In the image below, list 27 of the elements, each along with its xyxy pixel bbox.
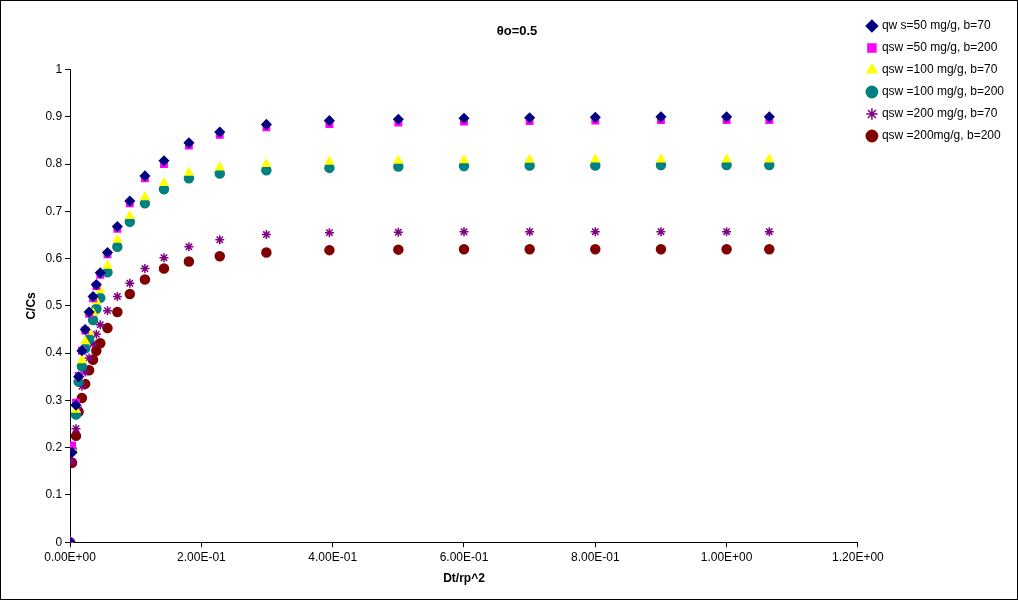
x-tick-label: 2.00E-01 <box>177 549 227 564</box>
legend-label: qsw =100 mg/g, b=200 <box>881 84 1005 99</box>
x-axis-title: Dt/rp^2 <box>443 571 486 586</box>
x-tick-label: 4.00E-01 <box>308 549 358 564</box>
y-tick-label: 0.2 <box>45 439 63 454</box>
x-tick-label: 1.20E+00 <box>832 549 885 564</box>
legend-label: qsw =100 mg/g, b=70 <box>881 62 998 77</box>
y-axis-title: C/Cs <box>23 291 38 320</box>
x-tick-label: 1.00E+00 <box>700 549 753 564</box>
x-tick-label: 0.00E+00 <box>44 549 97 564</box>
y-tick-label: 1 <box>55 61 63 76</box>
y-tick-label: 0.6 <box>45 250 63 265</box>
y-tick-label: 0.8 <box>45 156 63 171</box>
y-tick-label: 0.9 <box>45 109 63 124</box>
y-tick-label: 0.7 <box>45 203 63 218</box>
legend-label: qsw =200mg/g, b=200 <box>881 128 1001 143</box>
legend-label: qsw =200 mg/g, b=70 <box>881 106 998 121</box>
x-tick-label: 6.00E-01 <box>439 549 489 564</box>
chart-title: θo=0.5 <box>496 23 538 39</box>
y-tick-label: 0.4 <box>45 345 63 360</box>
x-tick-label: 8.00E-01 <box>570 549 620 564</box>
y-tick-label: 0.3 <box>45 392 63 407</box>
legend-label: qsw =50 mg/g, b=200 <box>881 40 998 55</box>
y-tick-label: 0 <box>55 534 63 549</box>
y-tick-label: 0.1 <box>45 487 63 502</box>
y-tick-label: 0.5 <box>45 298 63 313</box>
legend-label: qw s=50 mg/g, b=70 <box>881 18 991 33</box>
